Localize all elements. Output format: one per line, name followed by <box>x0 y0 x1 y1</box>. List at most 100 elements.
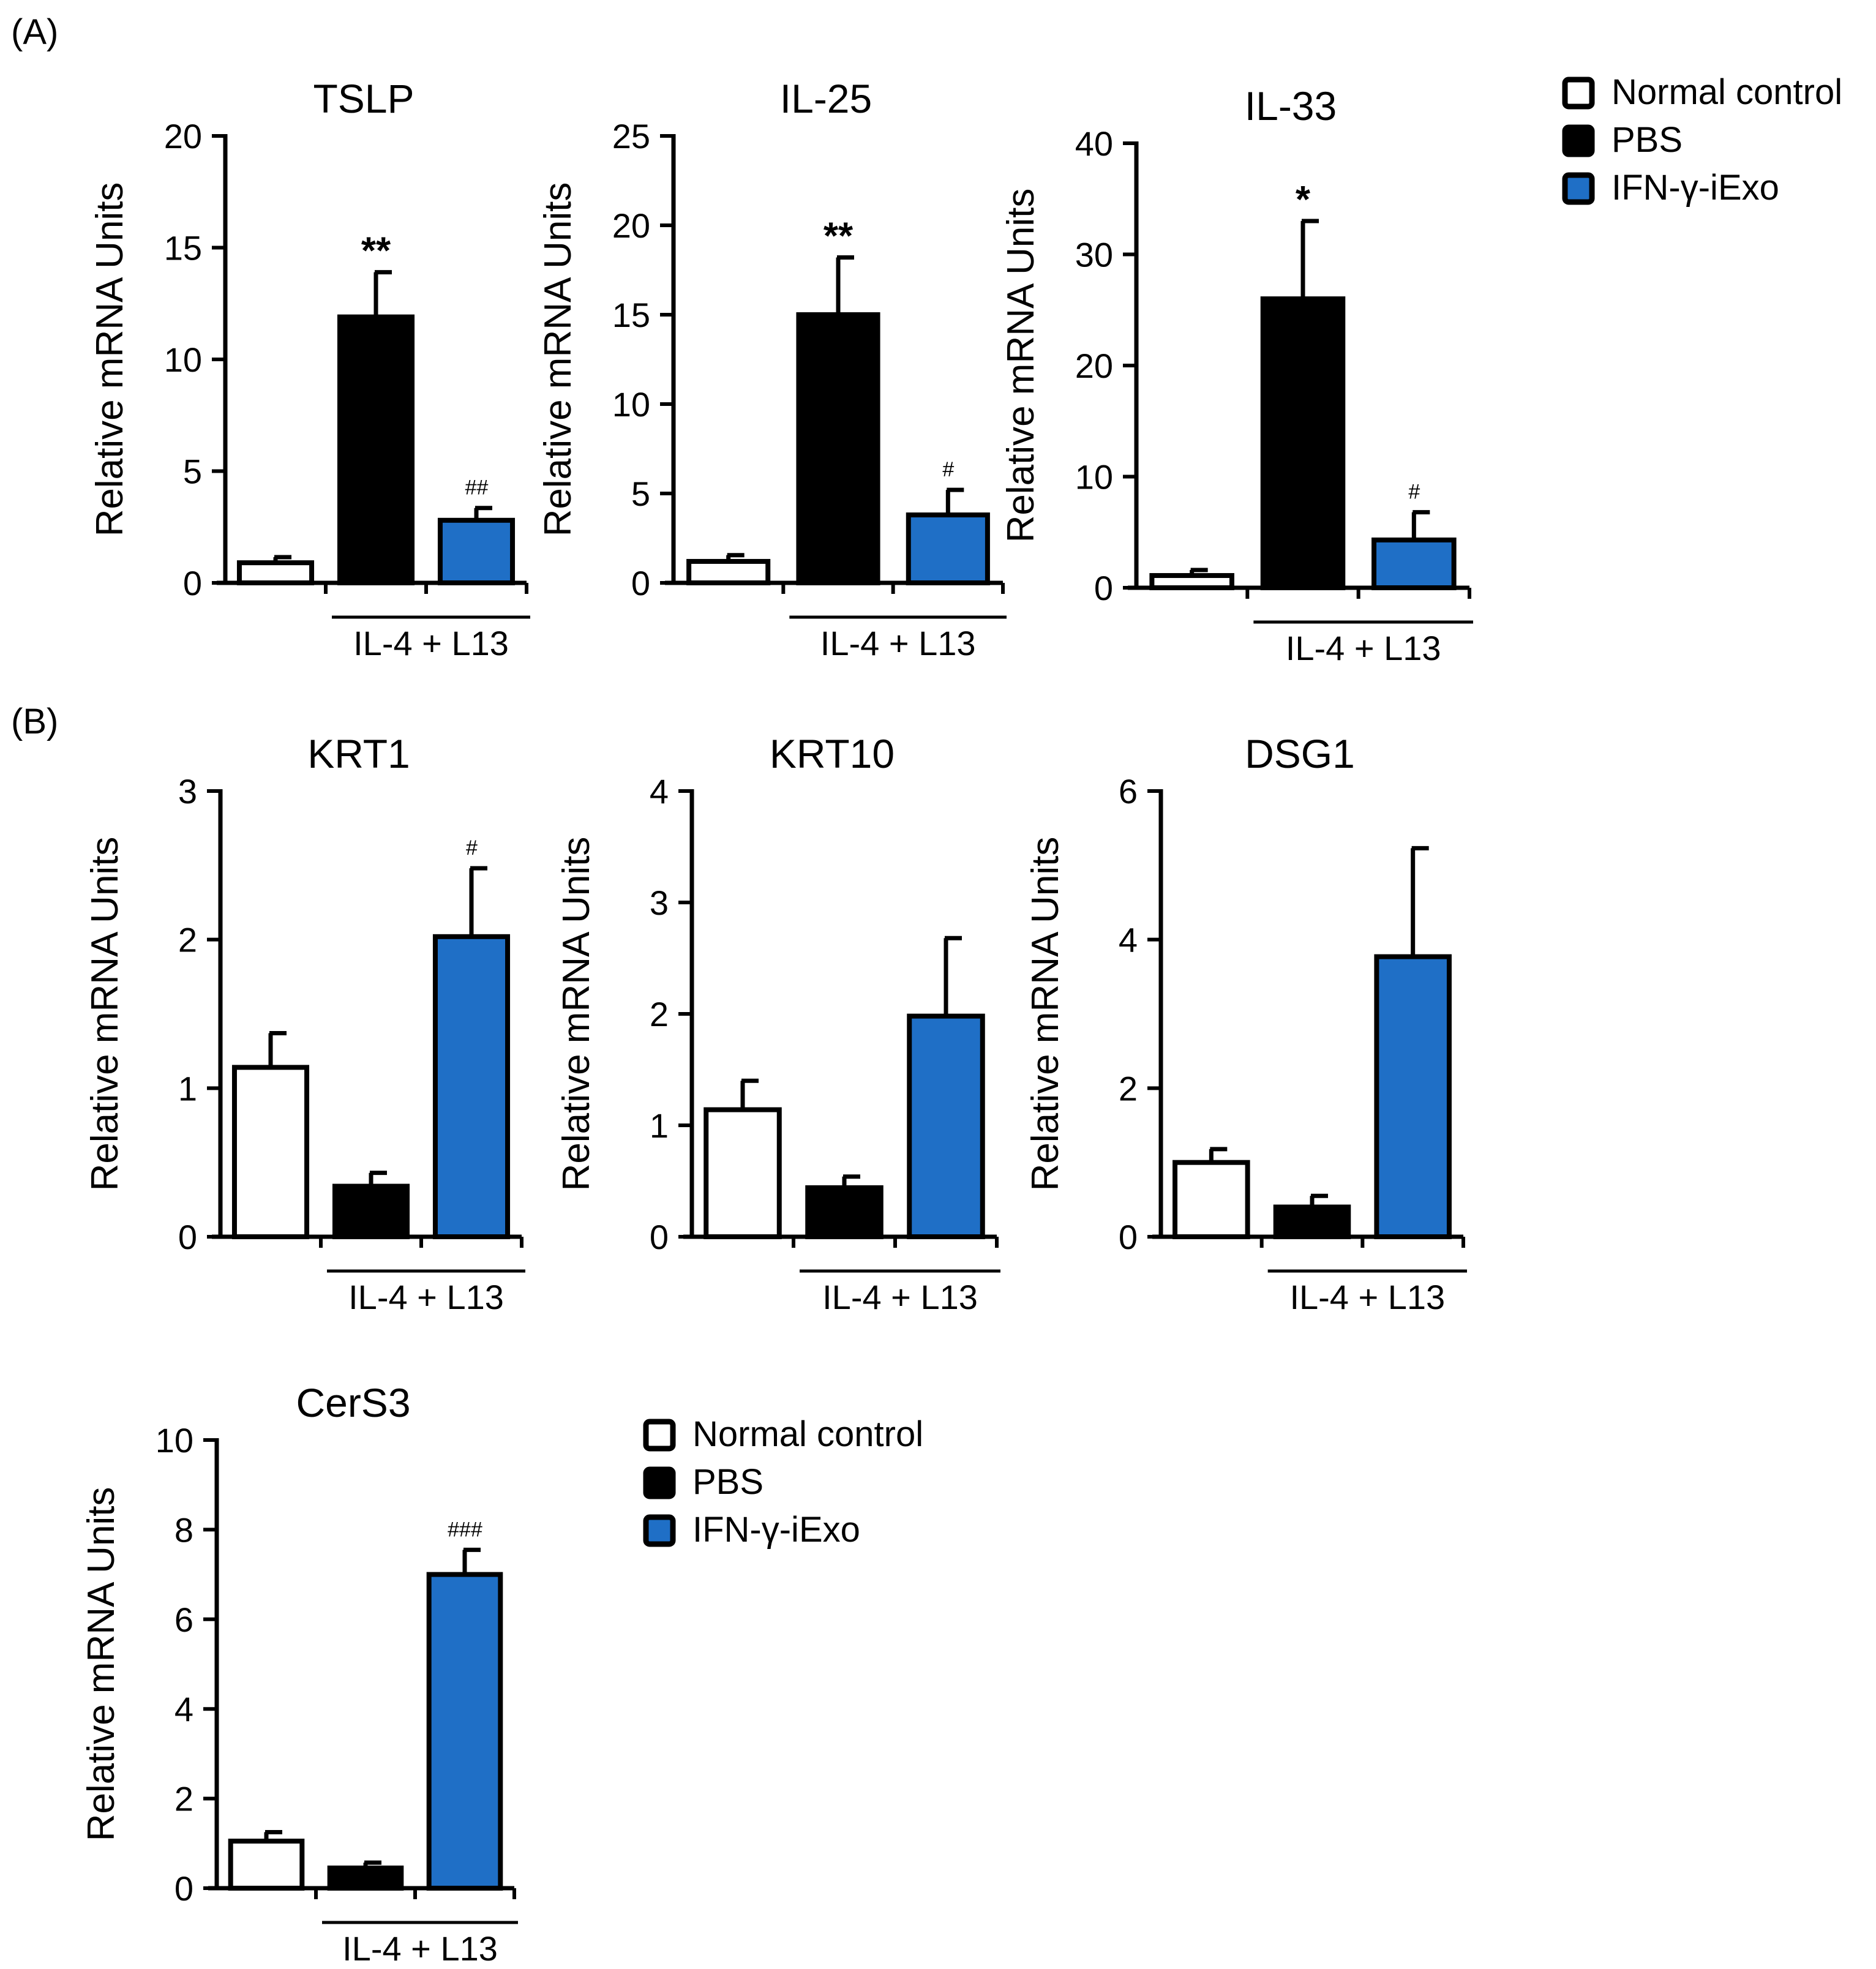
chart-tslp: TSLP 0 5 10 15 20 ** ## IL-4 + L13 Relative mRNA … <box>89 76 530 662</box>
bar-ifn <box>1374 954 1452 1240</box>
y-tick-label: 2 <box>1119 1069 1138 1108</box>
legend-swatch-pbs <box>643 1466 676 1499</box>
y-tick-label: 15 <box>164 229 202 268</box>
legend: Normal control PBS IFN-γ-iExo <box>643 1414 923 1550</box>
bar-pbs <box>796 312 880 585</box>
bar-normal-control <box>1172 1160 1250 1239</box>
bar-pbs <box>337 314 415 586</box>
bar-ifn <box>432 934 511 1240</box>
y-tick-label: 2 <box>650 995 669 1033</box>
y-tick-label: 0 <box>1094 569 1113 607</box>
group-label: IL-4 + L13 <box>348 1278 504 1316</box>
chart-il-25: IL-25 0 5 10 15 20 25 ** # IL-4 + L13 Relative mRN… <box>537 76 1007 662</box>
chart-title: KRT10 <box>770 731 895 776</box>
significance-label: ** <box>824 216 854 258</box>
chart-dsg1: DSG1 0 2 4 6 IL-4 + L13 Relative mRNA Units <box>1024 731 1467 1316</box>
legend-label: Normal control <box>692 1414 923 1454</box>
y-tick-label: 3 <box>650 883 669 922</box>
y-axis-label: Relative mRNA Units <box>89 182 131 537</box>
y-tick-label: 0 <box>183 564 202 602</box>
y-tick-label: 8 <box>174 1510 193 1549</box>
significance-label: # <box>1408 481 1420 504</box>
bar-pbs <box>1273 1204 1351 1240</box>
y-axis-label: Relative mRNA Units <box>1024 837 1067 1191</box>
legend-swatch-normal-control <box>643 1419 676 1452</box>
y-tick-label: 4 <box>1119 921 1138 959</box>
chart-title: DSG1 <box>1245 731 1355 776</box>
y-axis-label: Relative mRNA Units <box>1000 189 1042 543</box>
significance-label: # <box>942 458 955 481</box>
chart-krt10: KRT10 0 1 2 3 4 IL-4 + L13 Relative mRNA Units <box>555 731 1000 1316</box>
panel-label-a: (A) <box>11 12 58 52</box>
bar-ifn <box>426 1572 503 1891</box>
bar-pbs <box>327 1866 404 1891</box>
y-axis-label: Relative mRNA Units <box>84 837 126 1191</box>
legend-swatch-pbs <box>1562 124 1595 157</box>
bar-normal-control <box>686 558 771 586</box>
bar-normal-control <box>231 1065 310 1239</box>
legend-label: Normal control <box>1611 72 1842 112</box>
y-tick-label: 25 <box>612 117 650 156</box>
y-axis-label: Relative mRNA Units <box>537 182 579 537</box>
chart-title: TSLP <box>313 76 414 121</box>
bar-ifn <box>1371 537 1457 591</box>
bar-pbs <box>332 1183 410 1239</box>
y-tick-label: 0 <box>631 564 650 602</box>
y-tick-label: 10 <box>1075 458 1113 497</box>
y-tick-label: 15 <box>612 296 650 334</box>
y-tick-label: 20 <box>164 117 202 156</box>
significance-label: ## <box>465 476 489 500</box>
y-tick-label: 3 <box>178 772 197 811</box>
y-tick-label: 2 <box>174 1780 193 1818</box>
chart-krt1: KRT1 0 1 2 3 # IL-4 + L13 Relative mRNA Units <box>84 731 525 1316</box>
legend-swatch-ifn <box>1562 172 1595 205</box>
chart-title: KRT1 <box>307 731 410 776</box>
legend-label: IFN-γ-iExo <box>1611 168 1779 208</box>
bar-ifn <box>907 1013 985 1239</box>
chart-title: IL-33 <box>1245 83 1337 129</box>
group-label: IL-4 + L13 <box>1286 629 1441 667</box>
y-tick-label: 20 <box>1075 347 1113 385</box>
group-label: IL-4 + L13 <box>820 624 976 662</box>
y-axis-label: Relative mRNA Units <box>80 1487 122 1842</box>
chart-title: CerS3 <box>296 1380 410 1425</box>
y-tick-label: 10 <box>156 1421 193 1460</box>
y-tick-label: 4 <box>174 1690 193 1728</box>
y-tick-label: 40 <box>1075 124 1113 163</box>
y-tick-label: 5 <box>631 474 650 513</box>
legend-swatch-normal-control <box>1562 77 1595 110</box>
y-axis-label: Relative mRNA Units <box>555 837 598 1191</box>
y-tick-label: 6 <box>1119 772 1138 811</box>
y-tick-label: 10 <box>612 385 650 424</box>
y-tick-label: 0 <box>174 1869 193 1908</box>
bar-normal-control <box>228 1839 305 1891</box>
chart-cers3: CerS3 0 2 4 6 8 10 ### IL-4 + L13 Relative mRNA U… <box>80 1380 518 1968</box>
group-label: IL-4 + L13 <box>342 1929 498 1968</box>
bar-pbs <box>805 1185 884 1240</box>
y-tick-label: 30 <box>1075 236 1113 274</box>
y-tick-label: 4 <box>650 772 669 811</box>
y-tick-label: 0 <box>1119 1218 1138 1256</box>
y-tick-label: 0 <box>178 1218 197 1256</box>
y-tick-label: 5 <box>183 452 202 491</box>
significance-label: ** <box>361 230 391 272</box>
chart-il-33: IL-33 0 10 20 30 40 * # IL-4 + L13 Relative mRNA … <box>1000 83 1473 667</box>
y-tick-label: 10 <box>164 340 202 379</box>
legend-label: IFN-γ-iExo <box>692 1510 860 1550</box>
chart-title: IL-25 <box>780 76 872 121</box>
significance-label: * <box>1296 179 1311 221</box>
legend-swatch-ifn <box>643 1514 676 1547</box>
bar-normal-control <box>236 560 315 586</box>
group-label: IL-4 + L13 <box>822 1278 978 1316</box>
significance-label: # <box>466 836 478 860</box>
y-tick-label: 1 <box>650 1106 669 1145</box>
y-tick-label: 20 <box>612 206 650 245</box>
bar-ifn <box>437 517 516 585</box>
legend: Normal control PBS IFN-γ-iExo <box>1562 72 1842 208</box>
y-tick-label: 0 <box>650 1218 669 1256</box>
significance-label: ### <box>448 1518 483 1541</box>
group-label: IL-4 + L13 <box>353 624 509 662</box>
